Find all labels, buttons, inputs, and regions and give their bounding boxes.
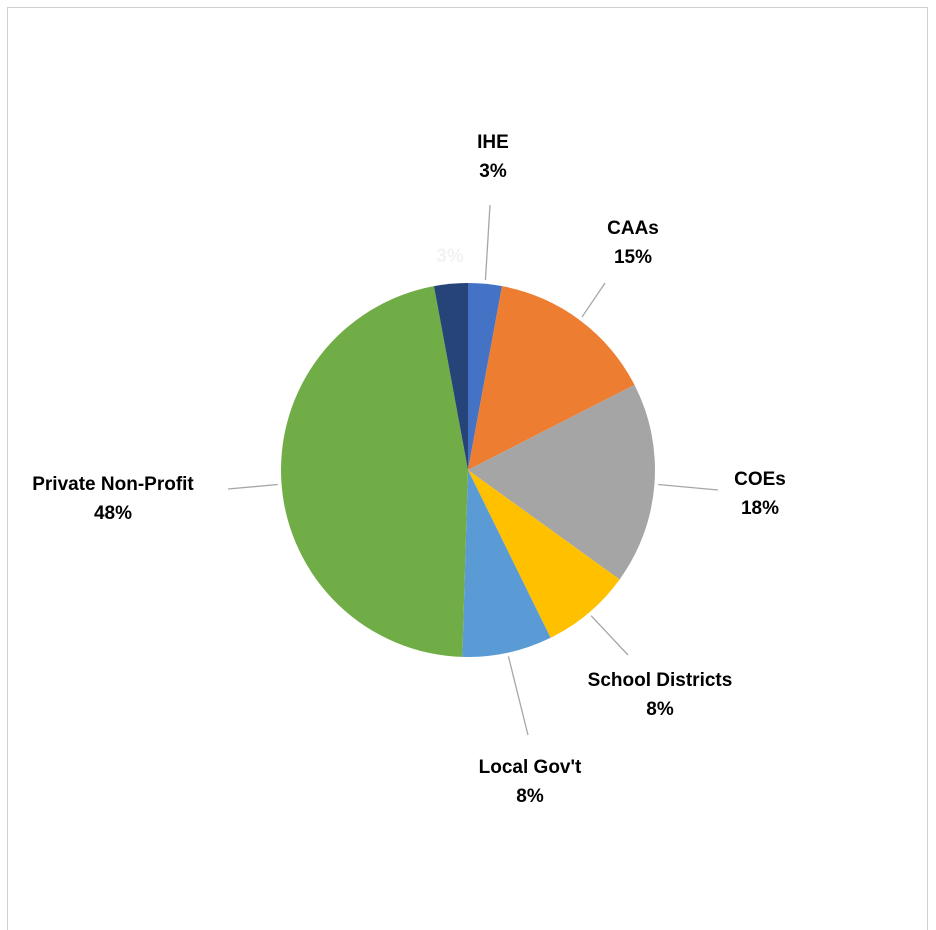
- pie-slice: [468, 384, 655, 580]
- value-label: 15%: [614, 247, 652, 268]
- value-label: 48%: [94, 503, 132, 524]
- leader-line: [658, 483, 719, 491]
- value-label: 3%: [436, 246, 464, 267]
- slice-label: Local Gov't: [479, 757, 582, 778]
- value-label: 18%: [741, 498, 779, 519]
- slice-label: CAAs: [607, 218, 659, 239]
- value-label: 8%: [516, 786, 544, 807]
- pie-slice: [468, 470, 620, 638]
- leader-line: [581, 282, 606, 318]
- value-label: 3%: [479, 161, 507, 182]
- leader-line: [507, 656, 529, 736]
- pie-slice: [433, 283, 468, 470]
- slice-label: School Districts: [588, 670, 733, 691]
- pie-slice: [280, 286, 468, 657]
- value-label: 8%: [646, 699, 674, 720]
- leader-line: [590, 615, 629, 656]
- slice-label: Private Non-Profit: [32, 474, 194, 495]
- pie-slice: [462, 470, 551, 657]
- slice-label: IHE: [477, 132, 509, 153]
- pie-slice: [468, 286, 635, 470]
- slice-label: COEs: [734, 469, 786, 490]
- pie-slice: [468, 283, 503, 470]
- leader-line: [484, 204, 491, 281]
- leader-line: [227, 483, 278, 490]
